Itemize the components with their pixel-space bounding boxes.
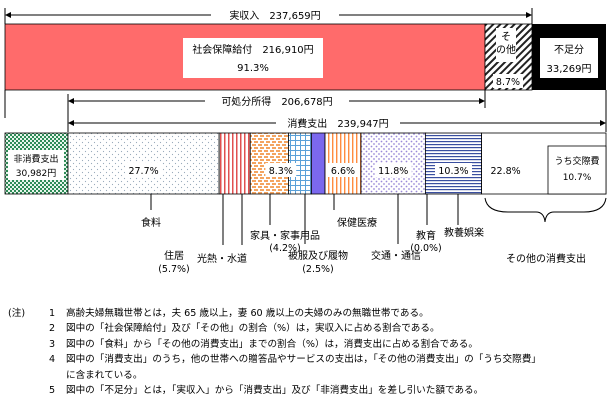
consumption-label: 消費支出 239,947円 (287, 117, 388, 130)
shortfall-label: 不足分 (554, 44, 584, 56)
expenditure-label-bg-3 (265, 163, 297, 177)
footnote-text: 図中の「不足分」とは，「実収入」から「消費支出」及び「非消費支出」を差し引いた額… (66, 385, 484, 397)
footnote-row: (注) 1 高齢夫婦無職世帯とは，夫 65 歳以上，妻 60 歳以上の夫婦のみの無職… (8, 306, 606, 321)
household-budget-chart: 実収入 237,659円 社会保障給付 216,910円 91.3% そ の他 … (4, 8, 607, 275)
income-bar: 社会保障給付 216,910円 91.3% そ の他 8.7% 不足分 33,2… (4, 23, 606, 91)
footnote-row: 3 図中の「食料」から「その他の消費支出」までの割合（%）は，消費支出に占める割合… (8, 337, 606, 352)
social-expense-box (547, 145, 607, 195)
callout-clothing-share: (2.5%) (302, 264, 334, 275)
other-income-share: 8.7% (496, 77, 520, 88)
footnote-number: 5 (48, 385, 56, 397)
other-income-label-2: の他 (496, 43, 516, 56)
callout-culture: 教養娯楽 (444, 226, 484, 239)
footnote-row: 4 図中の「消費支出」のうち，他の世帯への贈答品やサービスの支出は，「その他の消費… (8, 352, 606, 367)
callout-education: 教育 (416, 229, 436, 242)
expenditure-label-bg-8 (434, 163, 472, 177)
expenditure-label-3: 8.3% (269, 166, 293, 177)
social-security-label-box (183, 38, 323, 78)
footnote-text: 図中の「食料」から「その他の消費支出」までの割合（%）は，消費支出に占める割合で… (66, 338, 478, 350)
non-consumption-label: 非消費支出 (13, 153, 58, 165)
footnote-mark (8, 383, 38, 398)
expenditure-label-6: 11.8% (378, 166, 408, 177)
disposable-income-label: 可処分所得 206,678円 (221, 95, 332, 108)
callouts: 食料 住居 (5.7%) 光熱・水道 家具・家事用品 (4.2%) 被服及び履物… (141, 194, 607, 275)
footnote-number: 2 (48, 323, 56, 335)
footnote-mark (8, 337, 38, 352)
footnote-text: に含まれている。 (66, 369, 143, 381)
expenditure-segment-8 (424, 132, 482, 195)
expenditure-label-bg-6 (374, 163, 412, 177)
callout-utilities: 光熱・水道 (197, 252, 247, 265)
callout-furniture: 家具・家事用品 (250, 229, 320, 242)
footnote-mark (8, 321, 38, 336)
other-consumption-brace (484, 197, 607, 223)
non-consumption-amount: 30,982円 (16, 168, 57, 179)
expenditure-segment-4 (310, 132, 326, 195)
expenditure-label-8: 10.3% (438, 166, 468, 177)
callout-other: その他の消費支出 (506, 252, 586, 265)
footnote-number: 4 (48, 354, 56, 366)
expenditure-label-5: 6.6% (331, 166, 355, 177)
footnote-text: 高齢夫婦無職世帯とは，夫 65 歳以上，妻 60 歳以上の夫婦のみの無職世帯であ… (66, 308, 429, 319)
social-security-share: 91.3% (237, 63, 269, 74)
callout-housing-share: (5.7%) (158, 264, 190, 275)
expenditure-label-0: 27.7% (128, 166, 158, 177)
expenditure-bar: 非消費支出 30,982円 27.7% 8.3% 6.6% 11.8% 10.3% 22.… (4, 132, 607, 195)
expenditure-label-bg-5 (327, 163, 359, 177)
callout-food: 食料 (141, 216, 161, 229)
footnote-row: 5 図中の「不足分」とは，「実収入」から「消費支出」及び「非消費支出」を差し引いた… (8, 383, 606, 398)
callout-transport: 交通・通信 (371, 249, 421, 262)
footnote-number: 1 (48, 308, 56, 319)
callout-housing: 住居 (164, 249, 184, 262)
other-income-label-1: そ (501, 31, 511, 43)
callout-clothing: 被服及び履物 (288, 249, 348, 262)
callout-education-share: (0.0%) (410, 243, 442, 254)
expenditure-segment-1 (218, 132, 251, 195)
footnote-number: 3 (48, 338, 56, 350)
footnote-text: 図中の「消費支出」のうち，他の世帯への贈答品やサービスの支出は，「その他の消費支… (66, 354, 541, 366)
footnote-text: 図中の「社会保障給付」及び「その他」の割合（%）は，実収入に占める割合である。 (66, 323, 440, 335)
social-security-label: 社会保障給付 216,910円 (192, 43, 313, 56)
callout-furniture-share: (4.2%) (269, 243, 301, 254)
footnote-row: に含まれている。 (8, 368, 606, 383)
social-expense-label: うち交際費 (554, 155, 599, 167)
expenditure-label-bg-9 (487, 163, 525, 177)
footnotes: (注) 1 高齢夫婦無職世帯とは，夫 65 歳以上，妻 60 歳以上の夫婦のみの無職… (8, 306, 606, 398)
shortfall-amount: 33,269円 (547, 64, 592, 75)
callout-medical: 保健医療 (337, 216, 377, 229)
footnote-mark: (注) (8, 308, 26, 319)
social-expense-share: 10.7% (563, 173, 592, 183)
income-total-label: 実収入 237,659円 (229, 9, 320, 22)
expenditure-label-bg-0 (125, 163, 163, 177)
expenditure-label-9: 22.8% (491, 166, 521, 177)
footnote-row: 2 図中の「社会保障給付」及び「その他」の割合（%）は，実収入に占める割合である。 (8, 321, 606, 336)
footnote-mark (8, 352, 38, 367)
